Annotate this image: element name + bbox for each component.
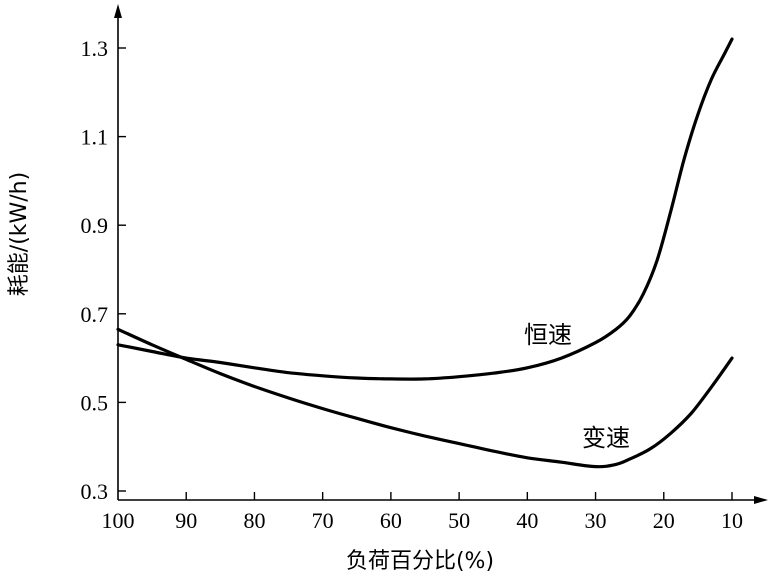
x-tick-label: 50 [448,508,470,533]
x-ticks: 100 90 80 70 60 50 40 30 20 10 [102,492,743,533]
x-axis-arrow [754,496,768,504]
x-tick-label: 10 [721,508,743,533]
x-tick-label: 20 [653,508,675,533]
x-tick-label: 100 [102,508,135,533]
x-tick-label: 90 [175,508,197,533]
x-tick-label: 70 [312,508,334,533]
y-axis-arrow [114,4,122,18]
x-tick-label: 30 [585,508,607,533]
series-line-constant-speed [116,37,734,381]
series-line-variable-speed [116,327,734,469]
x-tick-label: 40 [516,508,538,533]
y-tick-label: 0.9 [81,213,109,238]
y-axis-title: 耗能/(kW/h) [7,172,32,296]
series-label: 变速 [582,424,630,452]
axes [114,4,768,504]
x-tick-label: 80 [243,508,265,533]
y-tick-label: 1.1 [81,125,109,150]
curves [116,37,734,469]
series-label: 恒速 [524,321,572,349]
y-ticks: 0.3 0.5 0.7 0.9 1.1 1.3 [81,36,126,504]
y-tick-label: 1.3 [81,36,109,61]
y-tick-label: 0.7 [81,302,109,327]
y-tick-label: 0.5 [81,390,109,415]
y-tick-label: 0.3 [81,479,109,504]
x-tick-label: 60 [380,508,402,533]
x-axis-title: 负荷百分比(%) [346,549,494,574]
